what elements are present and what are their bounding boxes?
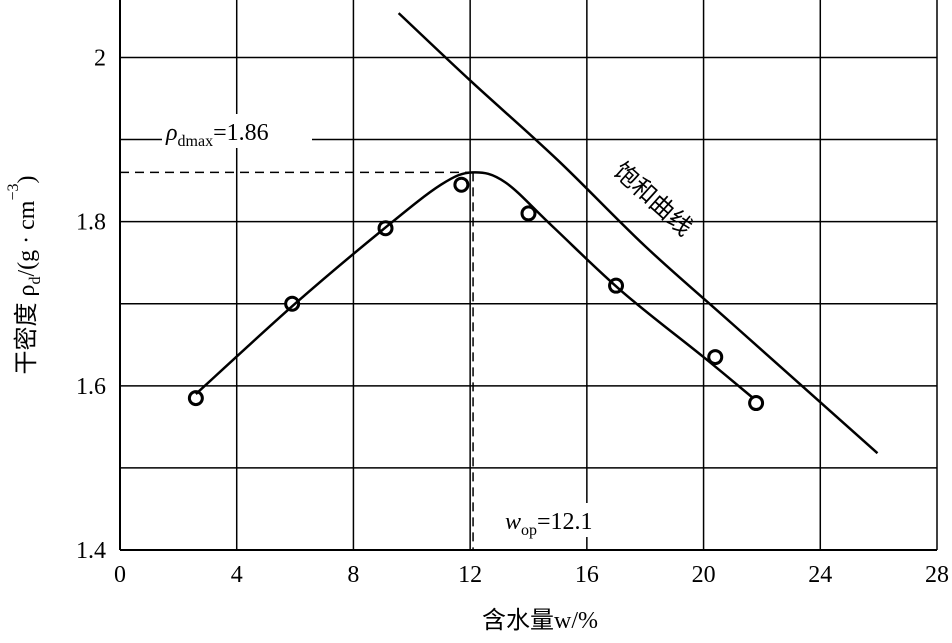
x-tick-label: 28: [925, 562, 949, 588]
annotation-symbol: ρ: [165, 120, 178, 146]
curve: [195, 171, 754, 400]
annotation-subscript: op: [521, 522, 537, 539]
y-tick-label: 1.6: [76, 374, 106, 400]
x-tick-label: 0: [114, 562, 126, 588]
annotation: wop=12.1: [505, 509, 593, 539]
x-tick-label: 12: [458, 562, 482, 588]
y-axis-label-part: /(g · cm: [14, 200, 40, 276]
data-point: [187, 390, 204, 407]
data-point: [284, 295, 301, 312]
data-point: [748, 395, 765, 412]
annotation-value: =1.86: [213, 120, 269, 146]
x-tick-label: 20: [692, 562, 716, 588]
y-tick-label: 1.4: [76, 538, 106, 564]
data-point: [453, 176, 470, 193]
y-tick-label: 1.8: [76, 210, 106, 236]
annotation: ρdmax=1.86: [165, 120, 269, 150]
annotation-value: =12.1: [537, 509, 593, 535]
y-axis-label-part: −3: [5, 184, 22, 201]
x-tick-label: 4: [231, 562, 243, 588]
y-axis-label-part: d: [27, 277, 44, 285]
y-axis-label: 干密度 ρd/(g · cm−3): [5, 176, 44, 375]
label-bg: [501, 503, 651, 537]
y-axis-label-part: ): [14, 176, 40, 184]
curve: [397, 12, 879, 455]
data-point: [707, 349, 724, 366]
annotation-symbol: w: [505, 509, 521, 535]
label-bg: [162, 114, 312, 148]
data-point: [520, 205, 537, 222]
curve-label: 饱和曲线: [608, 157, 697, 241]
y-tick-label: 2: [94, 45, 106, 71]
x-axis-label: 含水量w/%: [482, 607, 598, 634]
y-axis-label-part: 干密度 ρ: [13, 285, 40, 375]
x-tick-label: 24: [808, 562, 832, 588]
x-tick-label: 8: [347, 562, 359, 588]
annotation-subscript: dmax: [178, 133, 214, 150]
x-tick-label: 16: [575, 562, 599, 588]
